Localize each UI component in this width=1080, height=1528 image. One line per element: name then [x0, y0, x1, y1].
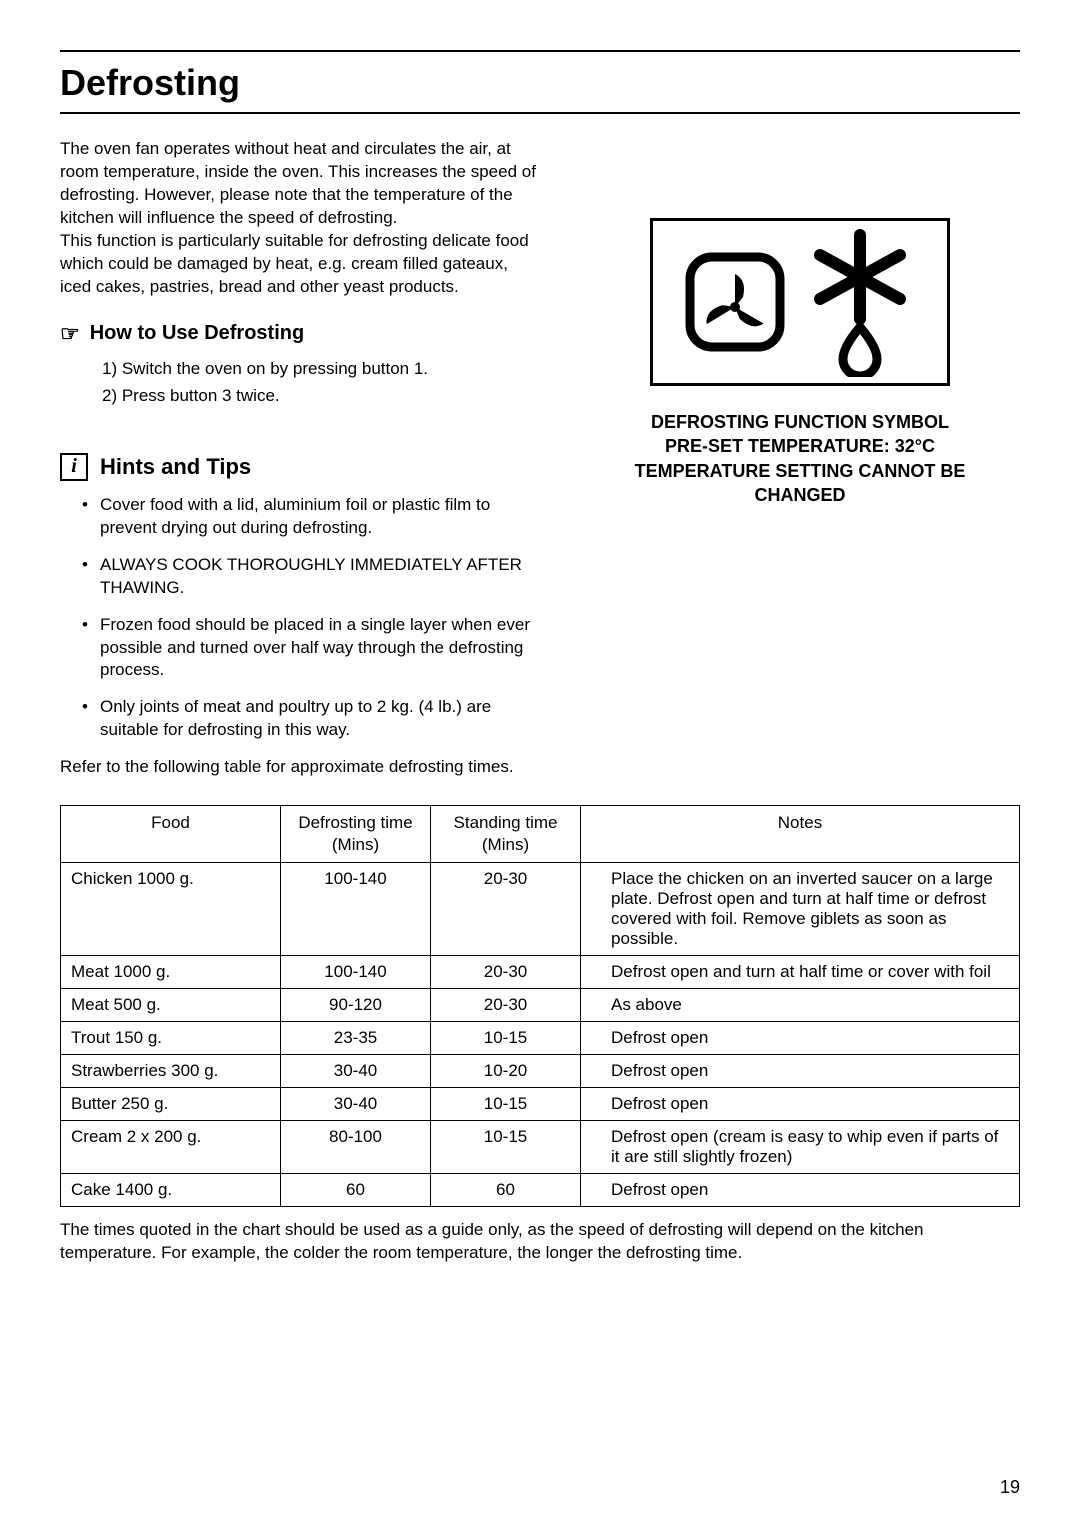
cell-food: Chicken 1000 g. — [61, 863, 281, 956]
step-list: 1) Switch the oven on by pressing button… — [60, 358, 540, 408]
header-standing-time: Standing time (Mins) — [431, 806, 581, 863]
cell-defrost-time: 30-40 — [281, 1088, 431, 1121]
hint-item: ALWAYS COOK THOROUGHLY IMMEDIATELY AFTER… — [82, 554, 540, 600]
right-column: DEFROSTING FUNCTION SYMBOL PRE-SET TEMPE… — [580, 138, 1020, 507]
header-food: Food — [61, 806, 281, 863]
cell-defrost-time: 100-140 — [281, 863, 431, 956]
table-row: Cream 2 x 200 g. 80-100 10-15 Defrost op… — [61, 1121, 1020, 1174]
how-to-use-heading: ☞ How to Use Defrosting — [60, 319, 540, 349]
intro-para-1: The oven fan operates without heat and c… — [60, 138, 540, 230]
cell-standing-time: 10-20 — [431, 1055, 581, 1088]
table-row: Butter 250 g. 30-40 10-15 Defrost open — [61, 1088, 1020, 1121]
cell-standing-time: 10-15 — [431, 1121, 581, 1174]
top-rule — [60, 50, 1020, 52]
left-column: The oven fan operates without heat and c… — [60, 138, 540, 779]
cell-food: Cake 1400 g. — [61, 1174, 281, 1207]
cell-notes: Defrost open — [581, 1055, 1020, 1088]
cell-notes: Defrost open — [581, 1174, 1020, 1207]
cell-notes: Defrost open — [581, 1088, 1020, 1121]
content-columns: The oven fan operates without heat and c… — [60, 138, 1020, 779]
footnote: The times quoted in the chart should be … — [60, 1219, 1020, 1265]
defrost-table: Food Defrosting time (Mins) Standing tim… — [60, 805, 1020, 1207]
symbol-caption: DEFROSTING FUNCTION SYMBOL PRE-SET TEMPE… — [630, 410, 970, 507]
cell-food: Butter 250 g. — [61, 1088, 281, 1121]
step-2: 2) Press button 3 twice. — [102, 385, 540, 408]
symbol-box — [650, 218, 950, 386]
step-1: 1) Switch the oven on by pressing button… — [102, 358, 540, 381]
bottom-rule — [60, 112, 1020, 114]
cell-defrost-time: 60 — [281, 1174, 431, 1207]
info-icon: i — [60, 453, 88, 481]
cell-defrost-time: 90-120 — [281, 989, 431, 1022]
pointing-hand-icon: ☞ — [60, 319, 80, 349]
hints-label: Hints and Tips — [100, 452, 251, 482]
cell-standing-time: 10-15 — [431, 1022, 581, 1055]
cell-notes: Defrost open — [581, 1022, 1020, 1055]
table-row: Cake 1400 g. 60 60 Defrost open — [61, 1174, 1020, 1207]
how-to-use-label: How to Use Defrosting — [90, 320, 304, 347]
table-row: Meat 500 g. 90-120 20-30 As above — [61, 989, 1020, 1022]
cell-defrost-time: 100-140 — [281, 956, 431, 989]
cell-notes: Place the chicken on an inverted saucer … — [581, 863, 1020, 956]
page-title: Defrosting — [60, 60, 1020, 106]
hints-heading: i Hints and Tips — [60, 452, 540, 482]
table-row: Meat 1000 g. 100-140 20-30 Defrost open … — [61, 956, 1020, 989]
table-row: Chicken 1000 g. 100-140 20-30 Place the … — [61, 863, 1020, 956]
table-header-row: Food Defrosting time (Mins) Standing tim… — [61, 806, 1020, 863]
snowflake-drop-icon — [805, 227, 915, 377]
cell-standing-time: 20-30 — [431, 863, 581, 956]
refer-text: Refer to the following table for approxi… — [60, 756, 540, 779]
hint-item: Frozen food should be placed in a single… — [82, 614, 540, 683]
header-notes: Notes — [581, 806, 1020, 863]
hints-list: Cover food with a lid, aluminium foil or… — [60, 494, 540, 742]
hint-item: Only joints of meat and poultry up to 2 … — [82, 696, 540, 742]
cell-food: Strawberries 300 g. — [61, 1055, 281, 1088]
page-number: 19 — [1000, 1477, 1020, 1498]
cell-standing-time: 10-15 — [431, 1088, 581, 1121]
table-row: Trout 150 g. 23-35 10-15 Defrost open — [61, 1022, 1020, 1055]
hint-item: Cover food with a lid, aluminium foil or… — [82, 494, 540, 540]
cell-food: Trout 150 g. — [61, 1022, 281, 1055]
cell-food: Meat 1000 g. — [61, 956, 281, 989]
cell-notes: Defrost open and turn at half time or co… — [581, 956, 1020, 989]
intro-para-2: This function is particularly suitable f… — [60, 230, 540, 299]
table-body: Chicken 1000 g. 100-140 20-30 Place the … — [61, 863, 1020, 1207]
fan-icon — [685, 252, 785, 352]
cell-standing-time: 20-30 — [431, 956, 581, 989]
cell-notes: As above — [581, 989, 1020, 1022]
table-row: Strawberries 300 g. 30-40 10-20 Defrost … — [61, 1055, 1020, 1088]
cell-defrost-time: 80-100 — [281, 1121, 431, 1174]
cell-food: Cream 2 x 200 g. — [61, 1121, 281, 1174]
cell-defrost-time: 30-40 — [281, 1055, 431, 1088]
header-defrost-time: Defrosting time (Mins) — [281, 806, 431, 863]
cell-standing-time: 20-30 — [431, 989, 581, 1022]
cell-standing-time: 60 — [431, 1174, 581, 1207]
cell-defrost-time: 23-35 — [281, 1022, 431, 1055]
cell-food: Meat 500 g. — [61, 989, 281, 1022]
cell-notes: Defrost open (cream is easy to whip even… — [581, 1121, 1020, 1174]
